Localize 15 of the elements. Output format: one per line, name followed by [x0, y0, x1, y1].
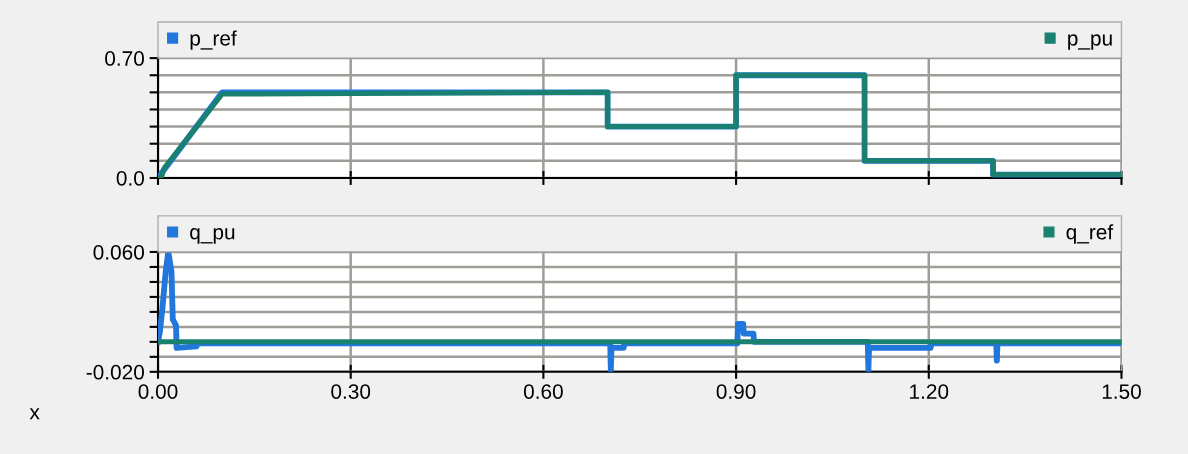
legend-label: q_pu: [190, 228, 235, 244]
x-tick-label: 1.50: [1102, 384, 1141, 399]
legend-label: p_ref: [190, 30, 237, 50]
y-tick-label: 0.060: [93, 244, 144, 260]
x-tick-label: 0.30: [331, 384, 371, 399]
y-tick-label: 0.70: [105, 51, 144, 66]
legend-label: q_ref: [1066, 224, 1114, 244]
y-tick-label: 0.0: [116, 170, 144, 186]
x-tick-label: 0.90: [716, 384, 756, 399]
legend-label: p_pu: [1068, 34, 1112, 50]
x-tick-label: 0.60: [523, 384, 563, 399]
y-tick-label: -0.020: [86, 364, 144, 380]
x-tick-label: 1.20: [910, 384, 949, 399]
x-tick-label: 0.00: [138, 384, 178, 399]
x-axis-title: x: [29, 408, 40, 420]
